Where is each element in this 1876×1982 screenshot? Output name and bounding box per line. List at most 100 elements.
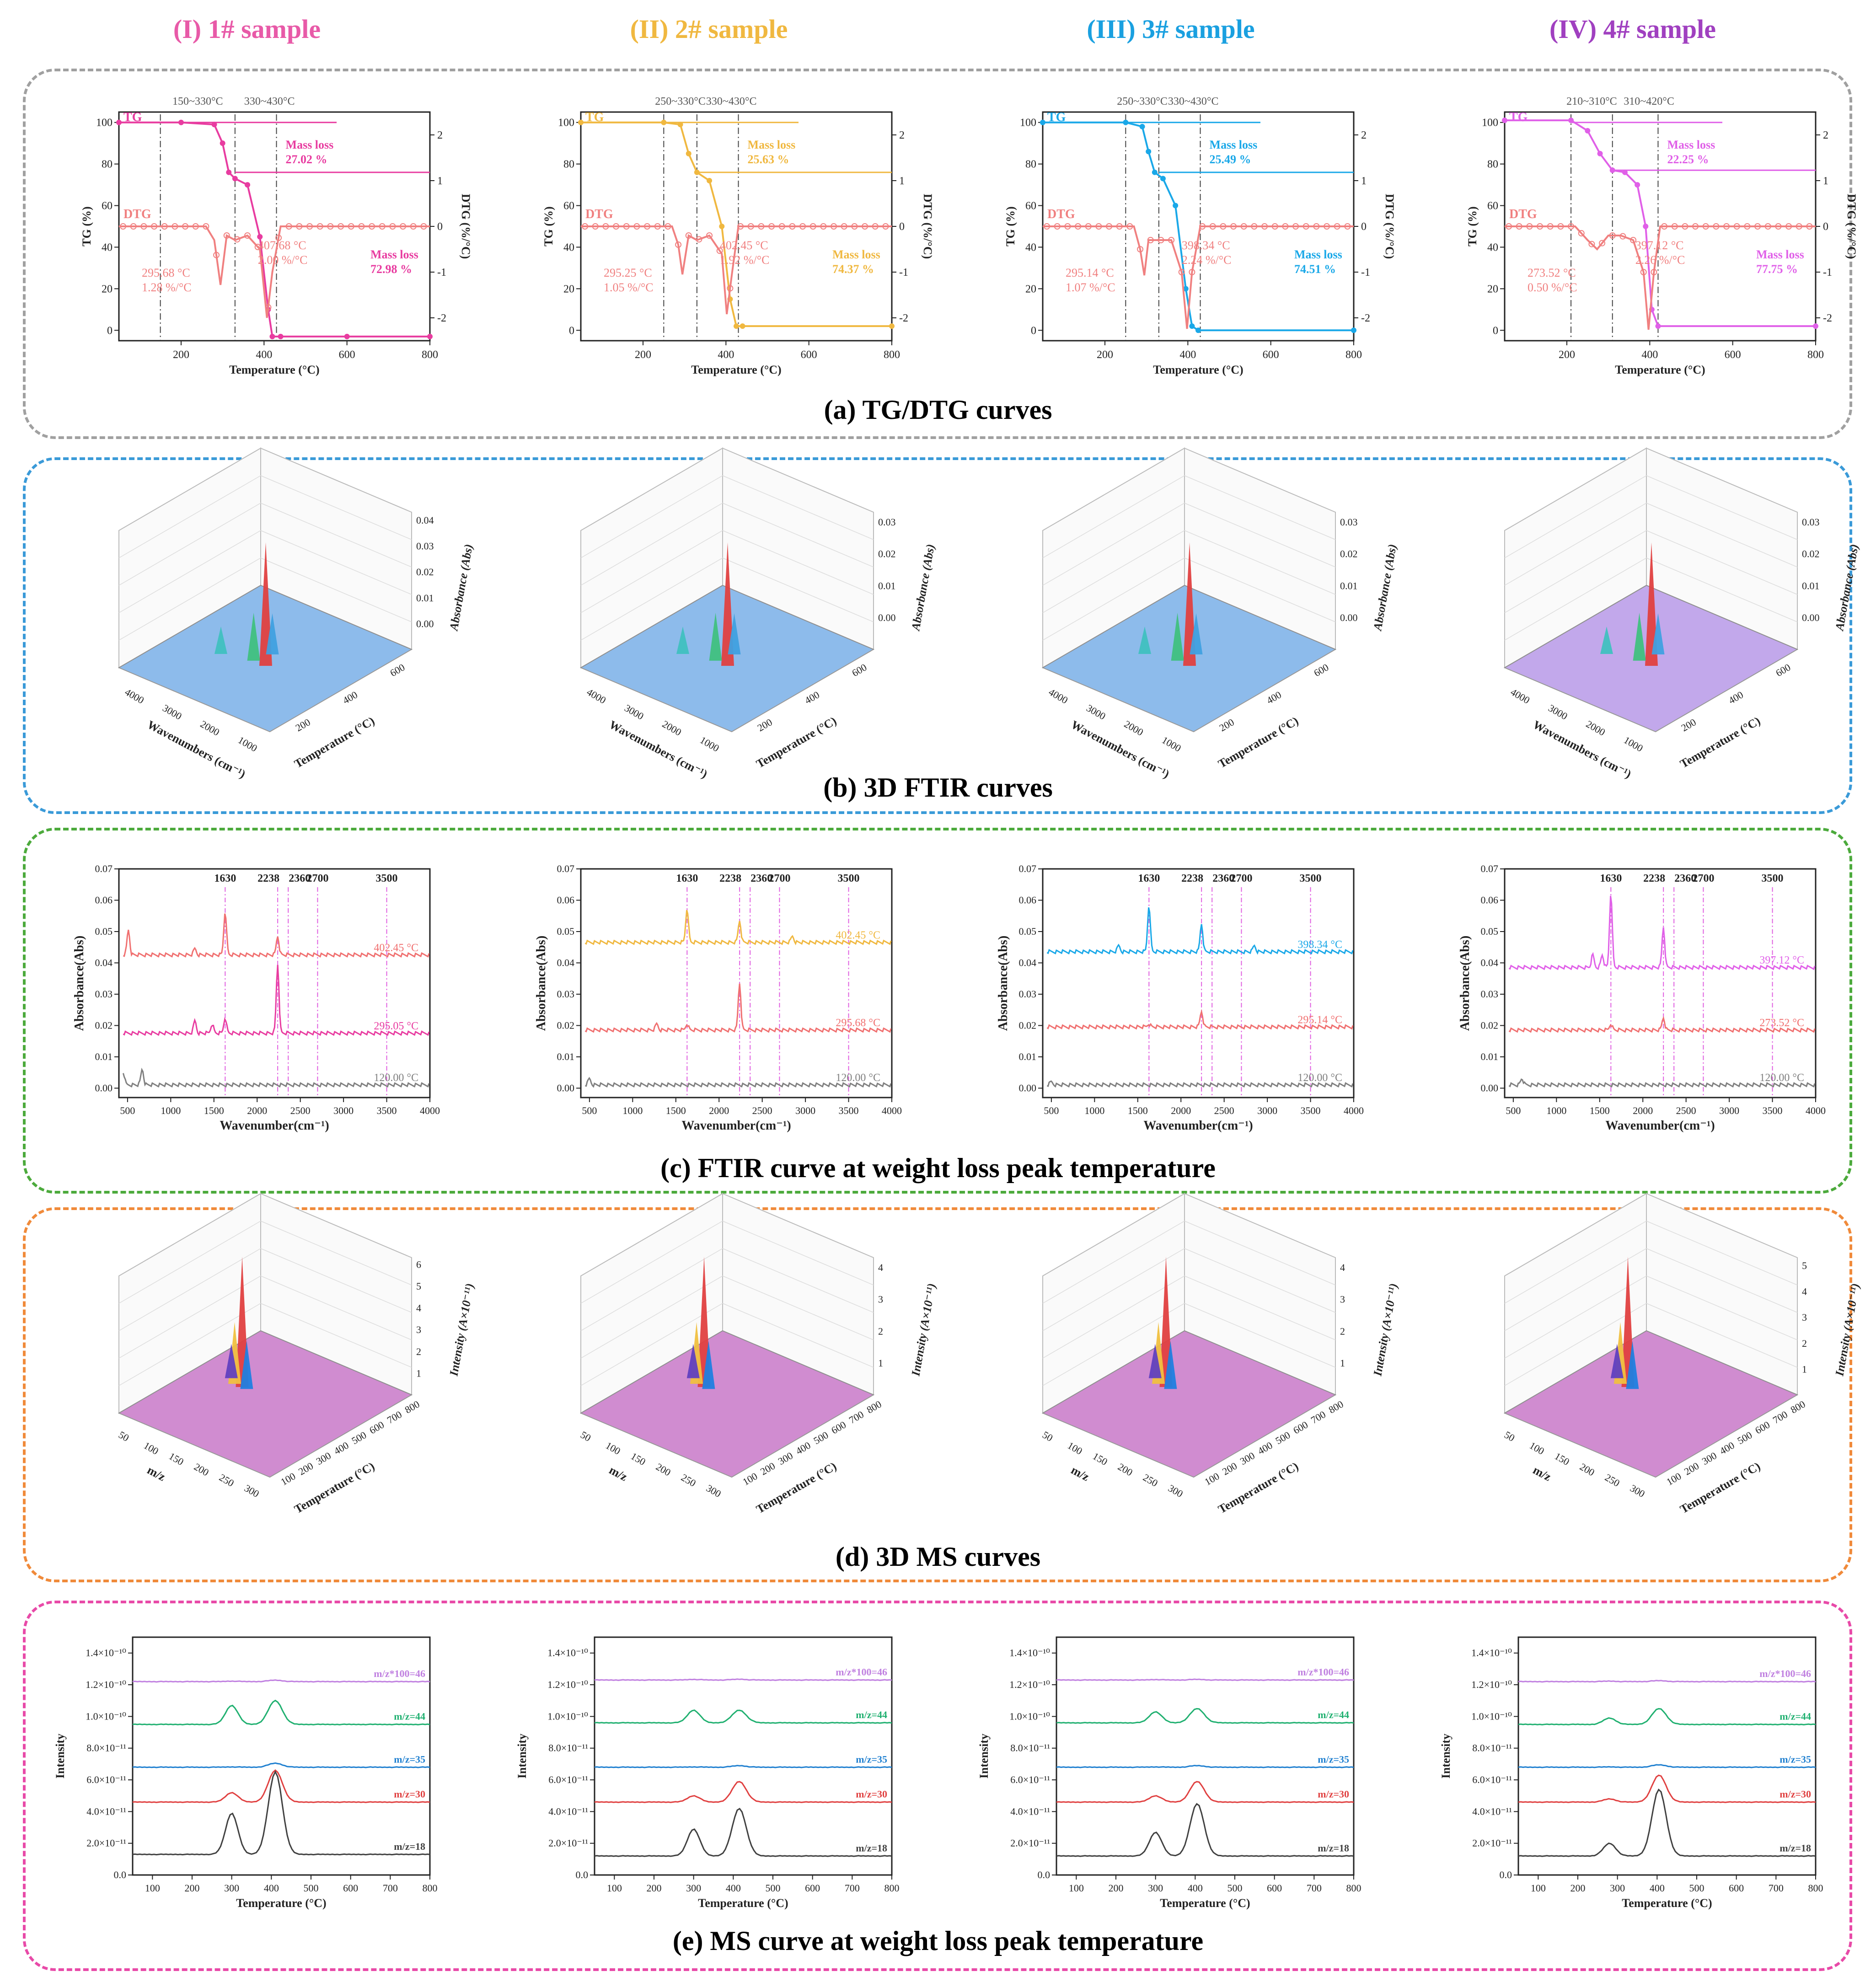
x-tick-label: 4000 <box>585 686 608 706</box>
dtg-point <box>213 252 220 258</box>
tg-point <box>707 178 713 183</box>
y-tick-label: 40 <box>1025 241 1036 253</box>
plot-frame <box>132 1636 431 1876</box>
tg-tag: TG <box>1509 110 1528 124</box>
y-tick-label: 200 <box>1220 1460 1239 1477</box>
dtg-point <box>244 232 251 239</box>
z-tick-label: 0.03 <box>1340 516 1358 528</box>
dtg-peak-rate: 2.26 %/°C <box>1635 253 1685 267</box>
y-tick-label: 0.0 <box>114 1869 127 1880</box>
dtg-point <box>789 223 796 230</box>
x-tick-label: 1500 <box>1590 1105 1610 1116</box>
x-tick-label: 400 <box>1650 1882 1665 1894</box>
x-tick-label: 3000 <box>333 1105 354 1116</box>
band-label: 2238 <box>1643 873 1665 884</box>
y-tick-label: 0.05 <box>557 926 575 937</box>
surface-peak <box>1164 1341 1177 1389</box>
x-axis-label: Wavenumber(cm⁻¹) <box>1605 1119 1715 1133</box>
grid-line <box>1042 1275 1185 1359</box>
y-axis-label: TG (%) <box>80 206 93 246</box>
y-tick-label: 1.4×10⁻¹⁰ <box>1471 1647 1512 1659</box>
dtg-point <box>1075 223 1082 230</box>
y-tick-label: 0.03 <box>1481 988 1499 1000</box>
y-tick-label: 100 <box>1482 117 1498 129</box>
dtg-point <box>369 223 375 230</box>
x-axis-label: Wavenumbers (cm⁻¹) <box>1069 718 1172 781</box>
dtg-point <box>1085 223 1092 230</box>
surface-peak <box>247 612 260 661</box>
grid-line <box>118 1303 261 1386</box>
dtg-point <box>1640 269 1647 275</box>
y-tick-label: 600 <box>1774 661 1792 679</box>
y-tick-label: 2.0×10⁻¹¹ <box>1472 1837 1512 1849</box>
plot-frame <box>594 1636 893 1876</box>
dtg-point <box>410 223 417 230</box>
y-axis-label: Absorbance(Abs) <box>534 936 548 1031</box>
mass-loss-value: 22.25 % <box>1667 153 1709 166</box>
z-tick-label: 3 <box>1340 1294 1345 1305</box>
x-tick-label: 2500 <box>752 1105 772 1116</box>
grid-line <box>1042 1303 1185 1386</box>
x-tick-label: 500 <box>120 1105 135 1116</box>
series-label: m/z=18 <box>1318 1842 1349 1853</box>
surface-peak <box>266 613 279 654</box>
series-label: m/z=30 <box>1780 1789 1811 1800</box>
y-tick-label: 0.00 <box>1019 1082 1037 1093</box>
band-label: 3500 <box>1300 873 1322 884</box>
band-label: 2360 <box>750 873 772 884</box>
y-tick-label: 6.0×10⁻¹¹ <box>1472 1774 1512 1785</box>
ms-line <box>1056 1803 1354 1857</box>
mass-loss-value: 74.37 % <box>832 262 874 276</box>
x-axis-label: Wavenumber(cm⁻¹) <box>681 1119 791 1133</box>
grid-line <box>1646 1275 1798 1340</box>
x-tick-label: 1000 <box>1084 1105 1104 1116</box>
z-tick-label: 0.03 <box>878 516 896 528</box>
grid-line <box>1042 557 1185 641</box>
grid-line <box>1184 1221 1336 1286</box>
z-axis-label: Intensity (A×10⁻¹¹) <box>1371 1282 1400 1377</box>
z-tick-label: 0.00 <box>1340 612 1358 623</box>
surface-peak <box>1626 1341 1639 1389</box>
spectrum-line <box>1508 1016 1816 1033</box>
y-tick-label: 4.0×10⁻¹¹ <box>548 1805 588 1817</box>
y-tick-label: 0.0 <box>1500 1869 1512 1880</box>
dtg-point <box>1324 223 1330 230</box>
dtg-point <box>1723 223 1730 230</box>
y-tick-label: 40 <box>1487 241 1498 253</box>
x-tick-label: 1500 <box>204 1105 224 1116</box>
y-tick-label: 0 <box>107 325 113 337</box>
dtg-point <box>1557 223 1564 230</box>
z-axis-label: Absorbance (Abs) <box>1833 543 1861 633</box>
y-axis-label: Intensity <box>515 1734 529 1778</box>
series-label: 120.00 °C <box>836 1072 880 1084</box>
z-tick-label: 0.03 <box>1802 516 1820 528</box>
x-tick-label: 400 <box>1179 349 1196 361</box>
grid-line <box>260 1303 412 1368</box>
series-label: 273.52 °C <box>1759 1017 1804 1029</box>
z-tick-label: 3 <box>878 1294 883 1305</box>
y-tick-label: 40 <box>563 241 574 253</box>
grid-line <box>1646 1248 1798 1313</box>
dtg-point <box>1282 223 1289 230</box>
grid-line <box>1504 503 1647 586</box>
y-tick-label: 60 <box>1487 200 1498 212</box>
band-label: 1630 <box>676 873 698 884</box>
x-tick-label: 300 <box>686 1882 701 1894</box>
dtg-point <box>706 232 713 239</box>
mass-loss-value: 27.02 % <box>286 153 327 166</box>
y-tick-label: 6.0×10⁻¹¹ <box>1010 1774 1050 1785</box>
x-tick-label: 2500 <box>1214 1105 1234 1116</box>
dtg-point <box>265 304 272 311</box>
grid-line <box>1184 530 1336 595</box>
range-label: 330~430°C <box>706 96 757 107</box>
x-tick-label: 200 <box>1559 349 1575 361</box>
y-tick-label: 1.4×10⁻¹⁰ <box>86 1647 126 1659</box>
grid-line <box>1504 1248 1647 1331</box>
x-axis-label: Wavenumber(cm⁻¹) <box>220 1119 329 1133</box>
dtg-point <box>161 223 168 230</box>
series-label: m/z=35 <box>394 1753 425 1765</box>
y-tick-label: 0.00 <box>1481 1082 1499 1093</box>
x-tick-label: 150 <box>1553 1450 1571 1468</box>
y-tick-label: 0.04 <box>557 957 575 968</box>
y-tick-label: 1.0×10⁻¹⁰ <box>1009 1710 1050 1722</box>
